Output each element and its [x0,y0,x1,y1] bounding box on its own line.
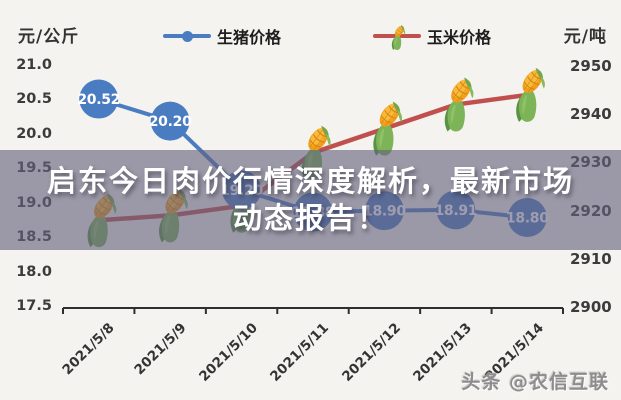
pig-price-point [79,79,119,119]
legend-item-corn-price: 玉米价格 [373,24,491,48]
y-axis-left-tick-label: 20.5 [16,91,52,108]
corn-line-swatch-icon [373,34,422,38]
y-axis-left-tick-label: 20.0 [16,125,52,142]
right-axis-unit-label: 元/吨 [563,27,607,47]
pig-price-data-label: 20.52 [77,92,120,108]
pig-price-data-label: 20.20 [149,114,192,130]
y-axis-left-tick-label: 17.5 [16,298,52,314]
legend-item-pig-price: 生猪价格 [163,24,281,48]
pig-price-point [150,101,190,141]
legend-label-corn-price: 玉米价格 [427,28,492,47]
y-axis-left-tick-label: 18.0 [16,263,52,280]
y-axis-left-tick-label: 21.0 [16,57,52,73]
y-axis-right-tick-label: 2950 [570,57,612,75]
legend: 生猪价格 玉米价格 [163,24,491,48]
headline-line-1: 启东今日肉价行情深度解析，最新市场 [46,164,574,198]
y-axis-right-tick-label: 2940 [570,105,612,124]
pig-dot-marker-icon [182,30,193,42]
watermark-text: 头条 @农信互联 [461,371,609,393]
headline-line-2: 动态报告！ [232,201,388,235]
corn-price-point [372,101,405,157]
pig-line-swatch-icon [163,30,211,42]
y-axis-right-tick-label: 2910 [570,249,612,268]
headline-banner: 启东今日肉价行情深度解析，最新市场 动态报告！ [0,150,621,250]
legend-label-pig-price: 生猪价格 [217,28,282,47]
y-axis-right-tick-label: 2900 [570,298,612,316]
left-axis-unit-label: 元/公斤 [18,27,80,47]
